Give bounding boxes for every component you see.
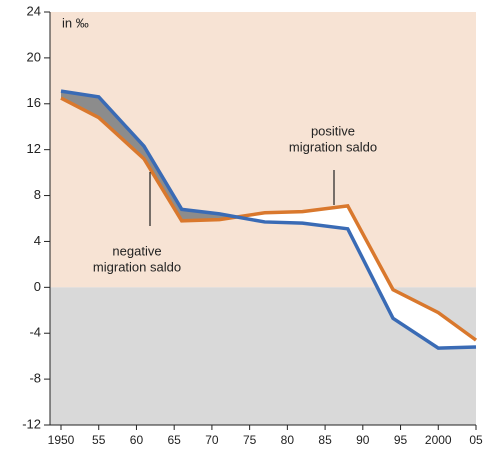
y-tick-label: 4 — [34, 233, 41, 248]
x-tick-label: 80 — [281, 433, 295, 447]
y-axis-label: in ‰ — [62, 15, 89, 30]
x-tick-label: 2000 — [425, 433, 452, 447]
x-tick-label: 95 — [394, 433, 408, 447]
annotation-text: migration saldo — [289, 139, 377, 154]
y-tick-label: -12 — [22, 416, 41, 431]
annotation-text: negative — [112, 243, 161, 258]
x-tick-label: 90 — [356, 433, 370, 447]
y-tick-label: 0 — [34, 279, 41, 294]
y-tick-label: 20 — [27, 49, 41, 64]
annotation-text: migration saldo — [93, 259, 181, 274]
y-tick-label: -4 — [29, 325, 41, 340]
annotation-text: positive — [311, 123, 355, 138]
y-tick-label: 8 — [34, 187, 41, 202]
y-tick-label: 12 — [27, 141, 41, 156]
x-tick-label: 85 — [318, 433, 332, 447]
series-line — [60, 96, 478, 342]
x-tick-label: 60 — [130, 433, 144, 447]
x-tick-label: 70 — [205, 433, 219, 447]
y-tick-label: 16 — [27, 95, 41, 110]
x-tick-label: 55 — [92, 433, 106, 447]
x-tick-label: 65 — [168, 433, 182, 447]
positive-region — [50, 12, 476, 288]
x-tick-label: 75 — [243, 433, 257, 447]
series-line — [60, 89, 477, 350]
y-tick-label: -8 — [29, 371, 41, 386]
y-tick-label: 24 — [27, 3, 41, 18]
x-tick-label: 1950 — [48, 433, 75, 447]
x-tick-label: 05 — [469, 433, 483, 447]
